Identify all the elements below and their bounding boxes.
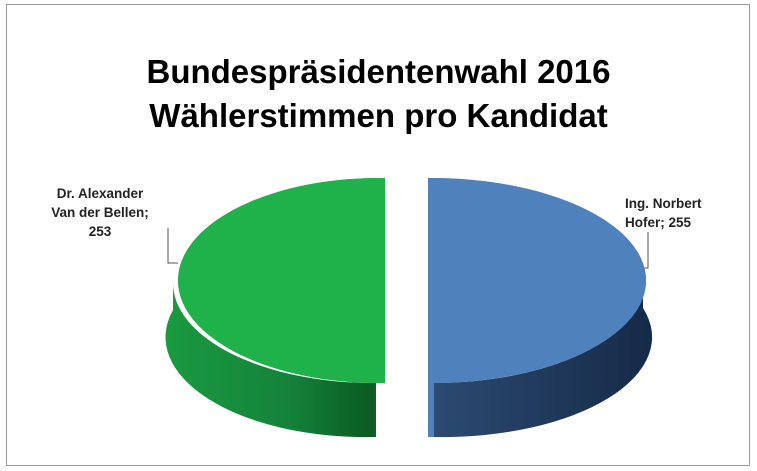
chart-title: Bundespräsidentenwahl 2016 xyxy=(146,53,611,90)
data-label-hofer-line2: Hofer; 255 xyxy=(625,215,692,230)
data-label-vdb-line1: Dr. Alexander xyxy=(56,186,144,201)
slice-edge-vdb xyxy=(373,383,376,437)
data-label-vdb-line3: 253 xyxy=(88,224,112,239)
data-label-vdb-line2: Van der Bellen; xyxy=(51,205,149,220)
slice-top-hofer-fill xyxy=(428,177,647,437)
slice-top-vdb-fill xyxy=(178,177,385,383)
data-label-vdb: Dr. Alexander Van der Bellen; 253 xyxy=(20,184,180,241)
slice-side-hofer xyxy=(434,282,653,438)
chart-subtitle: Wählerstimmen pro Kandidat xyxy=(149,97,608,134)
slice-side-vdb xyxy=(165,283,373,438)
data-label-hofer-line1: Ing. Norbert xyxy=(625,196,702,211)
leader-line-vdb xyxy=(167,228,178,264)
data-label-hofer: Ing. Norbert Hofer; 255 xyxy=(625,194,715,232)
